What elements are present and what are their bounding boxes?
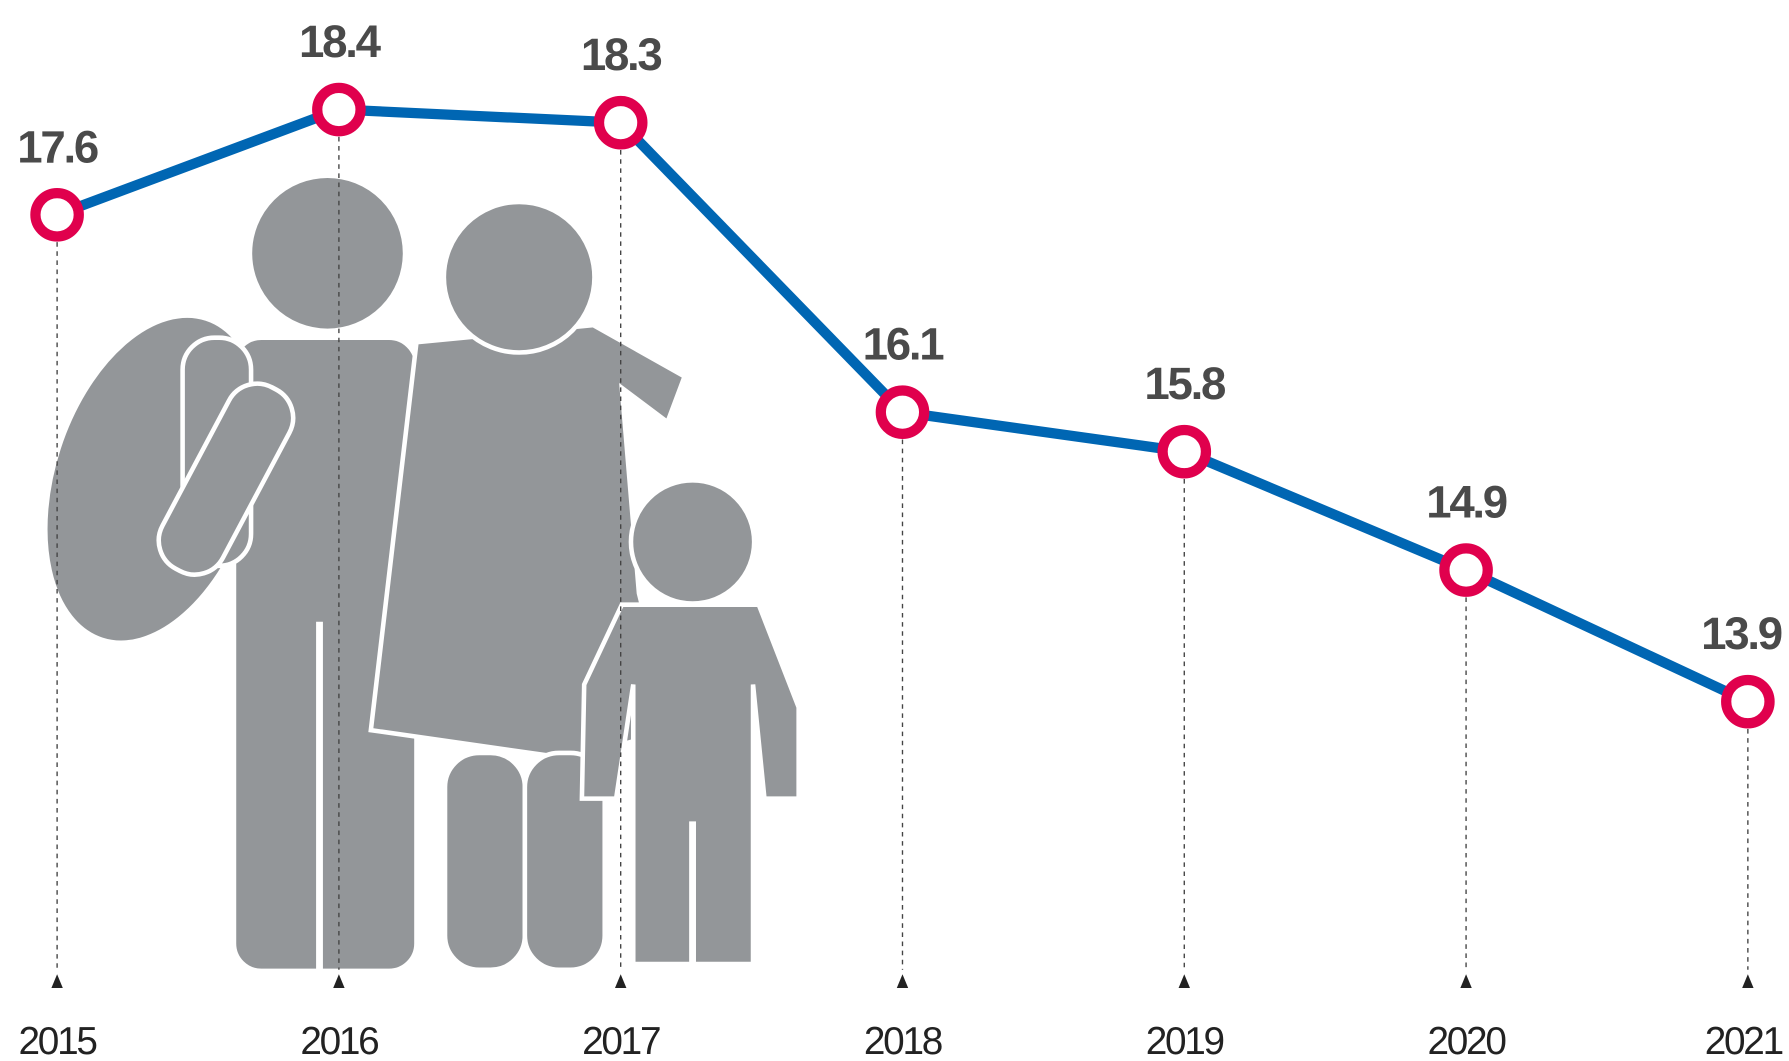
value-label: 18.3 <box>581 29 662 80</box>
tick-arrow <box>615 974 626 988</box>
value-label: 16.1 <box>863 319 945 370</box>
marker <box>1444 548 1487 591</box>
tick-arrow <box>51 974 62 988</box>
value-label: 18.4 <box>299 16 382 67</box>
x-tick-label: 2017 <box>582 1020 660 1061</box>
marker <box>317 88 360 131</box>
tick-arrow <box>1179 974 1190 988</box>
marker <box>35 193 78 236</box>
x-tick-label: 2019 <box>1146 1020 1224 1061</box>
value-label: 13.9 <box>1701 608 1782 659</box>
tick-arrow <box>1460 974 1471 988</box>
x-tick-label: 2021 <box>1705 1020 1783 1061</box>
x-tick-label: 2018 <box>864 1020 942 1061</box>
value-label: 17.6 <box>17 121 98 172</box>
tick-arrow <box>1742 974 1753 988</box>
value-label: 14.9 <box>1426 477 1507 528</box>
value-label: 15.8 <box>1144 358 1225 409</box>
tick-arrow <box>897 974 908 988</box>
marker <box>1163 430 1206 473</box>
chart: 2015 2016 2017 2018 2019 2020 2021 17.6 18.4 18.3… <box>0 0 1789 1061</box>
tick-arrow <box>333 974 344 988</box>
x-tick-label: 2016 <box>300 1020 378 1061</box>
marker <box>881 390 924 433</box>
marker <box>599 101 642 144</box>
x-tick-label: 2020 <box>1428 1020 1507 1061</box>
x-tick-label: 2015 <box>19 1020 97 1061</box>
family-illustration <box>6 176 798 971</box>
marker <box>1726 680 1769 723</box>
